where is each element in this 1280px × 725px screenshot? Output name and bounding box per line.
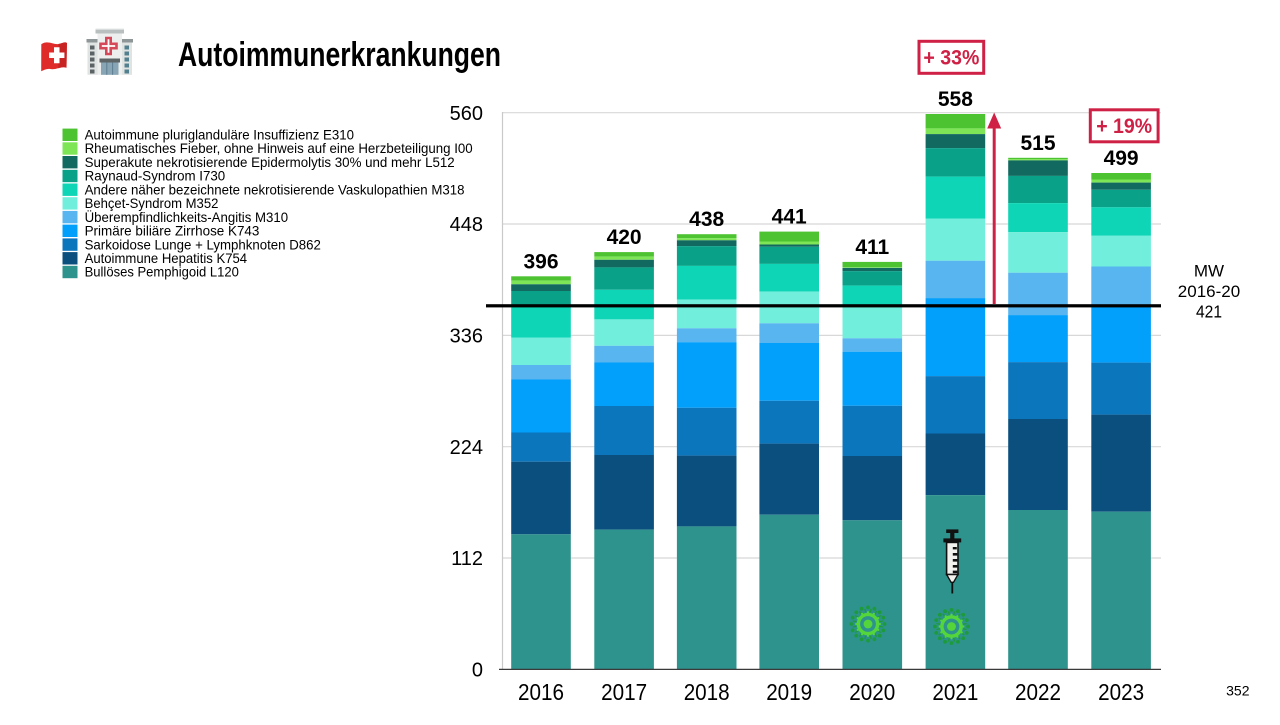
svg-text:Rheumatisches Fieber, ohne Hin: Rheumatisches Fieber, ohne Hinweis auf e…	[85, 140, 473, 156]
svg-text:352: 352	[1226, 683, 1250, 699]
svg-text:Sarkoidose Lunge + Lymphknoten: Sarkoidose Lunge + Lymphknoten D862	[85, 236, 321, 252]
svg-text:2016-20: 2016-20	[1178, 282, 1240, 301]
svg-text:+ 33%: + 33%	[923, 47, 979, 70]
svg-text:2021: 2021	[932, 679, 978, 705]
svg-text:2022: 2022	[1015, 679, 1061, 705]
svg-text:560: 560	[450, 103, 483, 125]
svg-text:448: 448	[450, 214, 483, 236]
svg-text:396: 396	[523, 250, 558, 273]
svg-text:411: 411	[855, 236, 889, 259]
svg-text:Andere näher bezeichnete nekro: Andere näher bezeichnete nekrotisierende…	[85, 181, 465, 197]
svg-text:112: 112	[451, 548, 483, 570]
svg-text:Überempfindlichkeits-Angitis M: Überempfindlichkeits-Angitis M310	[85, 208, 289, 225]
svg-text:2017: 2017	[601, 679, 647, 705]
svg-text:336: 336	[450, 326, 483, 348]
svg-text:MW: MW	[1194, 262, 1224, 281]
svg-text:421: 421	[1196, 302, 1222, 322]
svg-text:Behçet-Syndrom M352: Behçet-Syndrom M352	[85, 195, 219, 211]
svg-text:Autoimmune pluriglanduläre Ins: Autoimmune pluriglanduläre Insuffizienz …	[85, 127, 355, 143]
svg-text:Autoimmune Hepatitis K754: Autoimmune Hepatitis K754	[85, 250, 248, 266]
svg-text:Primäre biliäre Zirrhose K743: Primäre biliäre Zirrhose K743	[85, 223, 260, 239]
svg-text:Autoimmunerkrankungen: Autoimmunerkrankungen	[178, 36, 501, 74]
svg-text:558: 558	[938, 88, 973, 111]
svg-text:0: 0	[472, 660, 483, 682]
svg-text:Superakute nekrotisierende Epi: Superakute nekrotisierende Epidermolytis…	[85, 154, 455, 170]
svg-text:2019: 2019	[766, 679, 812, 705]
svg-text:420: 420	[607, 226, 642, 249]
svg-text:2018: 2018	[684, 679, 730, 705]
svg-text:499: 499	[1104, 147, 1139, 170]
svg-text:Raynaud-Syndrom I730: Raynaud-Syndrom I730	[85, 168, 226, 184]
svg-text:515: 515	[1020, 132, 1055, 155]
svg-text:Bullöses Pemphigoid L120: Bullöses Pemphigoid L120	[85, 264, 239, 280]
svg-text:2020: 2020	[849, 679, 895, 705]
svg-text:2016: 2016	[518, 679, 564, 705]
svg-text:224: 224	[450, 437, 483, 459]
svg-text:+ 19%: + 19%	[1096, 115, 1152, 138]
svg-text:441: 441	[772, 206, 807, 229]
svg-text:2023: 2023	[1098, 679, 1144, 705]
svg-text:438: 438	[689, 208, 724, 231]
